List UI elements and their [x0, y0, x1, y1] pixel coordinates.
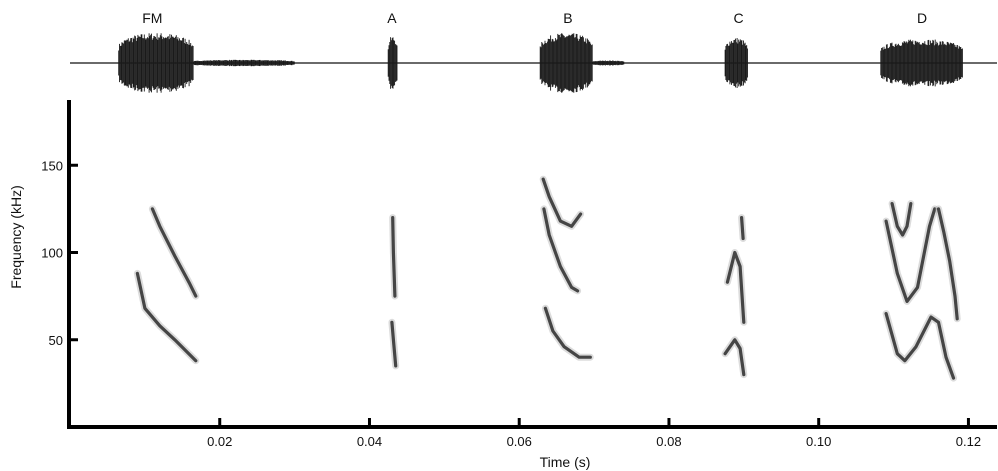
- waveform-label-fm: FM: [142, 10, 162, 26]
- harmonic-trace-b: [543, 306, 592, 359]
- y-tick-label: 150: [41, 158, 63, 173]
- waveform-burst: [880, 39, 963, 87]
- waveform-label-a: A: [387, 10, 397, 26]
- waveform-burst: [539, 33, 593, 93]
- x-tick-label: 0.06: [507, 434, 532, 449]
- harmonic-trace-c: [725, 250, 746, 324]
- waveform-panel: FM A B C D: [70, 10, 997, 93]
- harmonic-trace-b: [541, 177, 583, 228]
- harmonic-halo: [133, 269, 200, 365]
- harmonic-trace-fm: [135, 271, 198, 363]
- harmonic-trace-d: [884, 207, 937, 303]
- harmonic-trace-d: [890, 202, 913, 237]
- x-tick-label: 0.12: [956, 434, 981, 449]
- x-axis-label: Time (s): [540, 454, 591, 470]
- waveform-burst: [724, 38, 748, 88]
- harmonic-trace-a: [391, 216, 397, 298]
- y-tick-label: 50: [49, 333, 63, 348]
- waveform-label-b: B: [563, 10, 572, 26]
- harmonic-trace-c: [740, 216, 745, 241]
- spectrogram-panel: [133, 175, 961, 382]
- harmonic-trace-c: [723, 338, 746, 377]
- harmonic-trace-d: [936, 207, 959, 321]
- y-axis-label: Frequency (kHz): [8, 185, 24, 288]
- y-tick-label: 100: [41, 246, 63, 261]
- harmonic-trace-a: [390, 320, 398, 368]
- waveform-burst: [118, 33, 194, 93]
- waveform-burst: [193, 59, 295, 67]
- axes: 0.02 0.04 0.06 0.08 0.10 0.12 50 100 150: [41, 100, 997, 449]
- harmonic-trace-d: [884, 312, 956, 380]
- x-tick-label: 0.02: [207, 434, 232, 449]
- harmonic-trace-b: [542, 207, 580, 293]
- harmonic-trace-fm: [150, 207, 198, 298]
- waveform-label-c: C: [734, 10, 744, 26]
- x-tick-label: 0.04: [357, 434, 382, 449]
- x-tick-label: 0.10: [806, 434, 831, 449]
- waveform-burst: [387, 37, 398, 89]
- waveform-burst: [592, 60, 625, 66]
- x-tick-label: 0.08: [656, 434, 681, 449]
- waveform-label-d: D: [917, 10, 927, 26]
